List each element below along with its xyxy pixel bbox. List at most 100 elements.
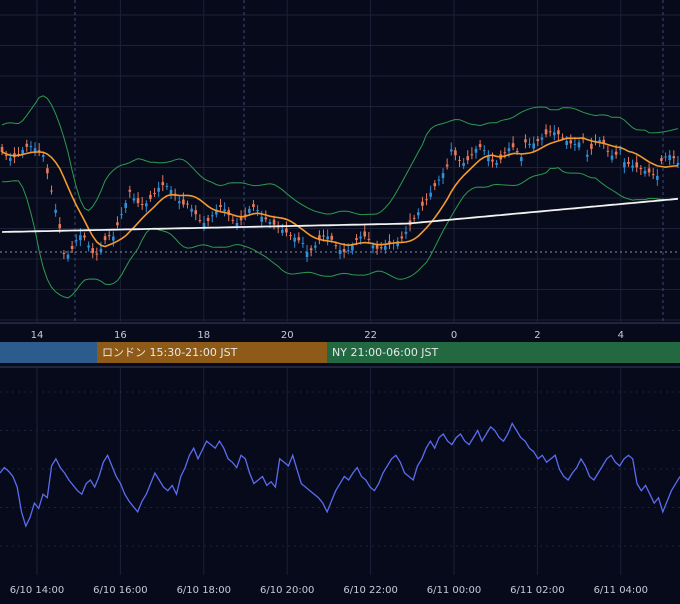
candle-body (561, 137, 564, 139)
candle-body (371, 245, 375, 249)
moving-averages (1, 137, 678, 248)
candle-body (470, 154, 474, 156)
hour-tick-label: 4 (618, 330, 624, 341)
candle-body (664, 156, 667, 158)
candle-body (511, 143, 515, 148)
candle-body (140, 203, 144, 205)
candle-body (252, 204, 255, 208)
oscillator-panel (0, 421, 680, 528)
candle-body (103, 236, 107, 241)
candle-body (132, 198, 136, 201)
candle-body (342, 248, 346, 252)
candle-body (177, 201, 181, 204)
hour-tick-label: 2 (534, 330, 540, 341)
candle-body (417, 212, 420, 216)
candle-body (577, 142, 581, 148)
candle-body (264, 217, 268, 220)
candle-body (437, 179, 441, 181)
candle-body (37, 150, 41, 153)
time-tick-label: 6/10 22:00 (343, 585, 397, 596)
hour-tick-label: 14 (31, 330, 44, 341)
time-tick-label: 6/10 20:00 (260, 585, 314, 596)
candle-body (445, 164, 449, 167)
candle-body (74, 240, 78, 242)
candle-body (95, 253, 99, 255)
candle-body (268, 222, 272, 225)
candle-body (107, 235, 111, 237)
candle-body (256, 210, 259, 212)
hour-tick-label: 16 (114, 330, 127, 341)
candle-body (322, 235, 325, 237)
candle-body (487, 156, 490, 162)
candle-body (231, 219, 235, 221)
candle-body (598, 140, 601, 144)
candle-body (676, 162, 680, 165)
candle-body (186, 203, 189, 205)
candle-body (33, 148, 37, 154)
candle-body (248, 208, 251, 213)
candle-body (165, 185, 169, 187)
candle-body (198, 220, 202, 222)
candle-body (548, 131, 552, 133)
candle-body (305, 251, 309, 257)
candle-body (334, 245, 338, 247)
candle-body (540, 137, 544, 140)
candle-body (9, 157, 12, 161)
candle-body (161, 182, 165, 186)
hour-tick-label: 0 (451, 330, 457, 341)
candle-body (346, 250, 350, 252)
candle-body (524, 139, 527, 143)
time-tick-label: 6/11 02:00 (510, 585, 564, 596)
candle-body (281, 229, 284, 233)
candle-body (157, 187, 160, 192)
candle-body (330, 235, 334, 240)
candle-body (482, 150, 486, 152)
candle-body (355, 238, 358, 241)
candle-body (272, 219, 276, 225)
candle-body (544, 129, 548, 135)
candle-body (70, 245, 74, 249)
candle-body (590, 143, 593, 149)
candle-body (120, 214, 123, 216)
candle-body (367, 238, 371, 240)
candle-body (507, 148, 511, 152)
candle-body (660, 158, 663, 162)
candle-body (359, 236, 362, 239)
candle-body (421, 201, 424, 206)
candle-body (289, 235, 292, 237)
candle-body (169, 189, 173, 195)
time-tick-label: 6/11 00:00 (427, 585, 481, 596)
candle-body (285, 228, 288, 233)
candle-body (223, 209, 226, 212)
candle-body (573, 143, 577, 145)
candle-body (569, 140, 573, 144)
candle-body (128, 189, 132, 192)
candle-body (54, 209, 57, 213)
candle-body (202, 222, 206, 227)
candle-body (610, 155, 614, 160)
candle-body (668, 155, 671, 161)
candle-body (478, 144, 482, 148)
sma-long-line (2, 197, 678, 233)
candle-body (21, 149, 24, 154)
candle-body (25, 143, 29, 147)
candle-body (441, 173, 445, 179)
hour-tick-label: 20 (281, 330, 294, 341)
candle-body (528, 143, 531, 145)
candle-body (557, 130, 560, 135)
candle-body (602, 139, 606, 144)
candle-body (454, 150, 457, 156)
candle-body (4, 154, 8, 156)
candle-body (379, 247, 383, 249)
candlesticks[interactable] (0, 124, 680, 262)
candle-body (297, 237, 301, 241)
candle-body (639, 168, 643, 170)
candle-body (429, 192, 432, 197)
candle-body (41, 154, 45, 157)
candle-body (66, 254, 70, 259)
candle-body (116, 222, 119, 226)
time-tick-label: 6/10 14:00 (10, 585, 64, 596)
candle-body (404, 231, 408, 234)
